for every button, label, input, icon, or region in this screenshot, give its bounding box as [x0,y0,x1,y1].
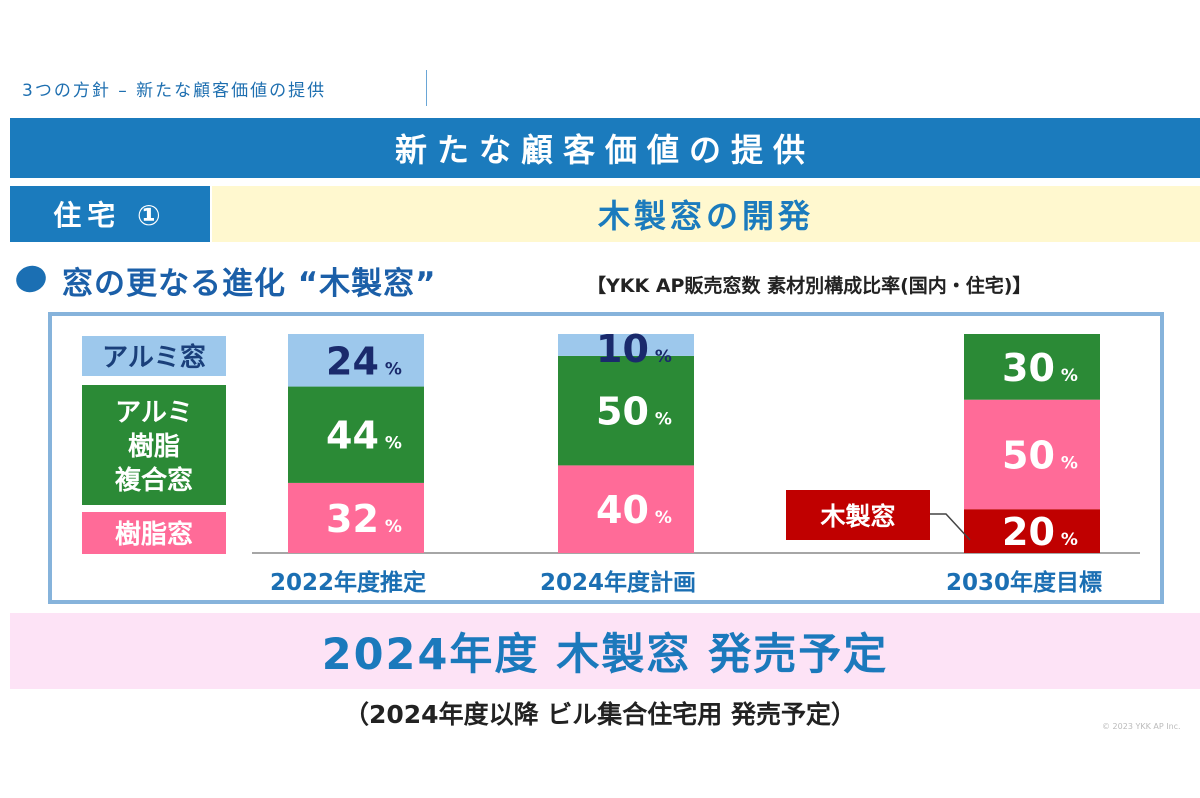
data-label: 32% [326,497,402,541]
legend-label: アルミ [115,398,193,428]
data-label: 50% [596,390,672,434]
breadcrumb-divider [426,70,427,106]
data-label: 30% [1002,346,1078,390]
data-label: 40% [596,488,672,532]
legend-label: 複合窓 [115,465,193,496]
section-title-text: 木製窓の開発 [597,197,814,235]
bar-segment [288,334,424,387]
legend-label: 樹脂窓 [115,519,193,550]
release-band: 2024年度 木製窓 発売予定 [10,613,1200,689]
release-note: （2024年度以降 ビル集合住宅用 発売予定） [344,700,856,729]
callout-box [786,490,930,540]
legend-swatch [82,512,226,554]
main-title-bar: 新たな顧客価値の提供 [10,118,1200,178]
bar-segment [558,465,694,553]
section-label-text: 住宅 ① [53,199,167,232]
main-title: 新たな顧客価値の提供 [394,131,815,169]
x-tick-label: 2024年度計画 [540,569,696,596]
legend-swatch [82,385,226,505]
release-title: 2024年度 木製窓 発売予定 [321,630,889,680]
data-label: 20% [1002,510,1078,554]
bar-segment [288,386,424,483]
legend-label: アルミ窓 [102,342,206,373]
data-label: 44% [326,414,402,458]
legend-label: 樹脂 [128,432,180,462]
x-tick-label: 2022年度推定 [270,569,426,596]
copyright: © 2023 YKK AP Inc. [1102,722,1181,731]
subheading-title: 窓の更なる進化 “木製窓” [62,266,437,302]
chart-caption: 【YKK AP販売窓数 素材別構成比率(国内・住宅)】 [587,275,1032,297]
x-tick-label: 2030年度目標 [946,569,1102,596]
bar-segment [964,399,1100,510]
legend-swatch [82,336,226,376]
callout-label: 木製窓 [819,502,895,531]
data-label: 10% [596,327,672,371]
bar-segment [964,334,1100,400]
bar-segment [558,355,694,466]
breadcrumb: 3つの方針 – 新たな顧客価値の提供 [22,81,327,101]
data-label: 50% [1002,433,1078,477]
chart-frame [48,312,1164,604]
bar-segment [288,482,424,553]
callout-leader-line [930,513,971,541]
data-label: 24% [326,339,402,383]
bar-segment [558,334,694,356]
bar-segment [964,509,1100,553]
section-title: 木製窓の開発 [212,186,1200,242]
section-label: 住宅 ① [10,186,210,242]
